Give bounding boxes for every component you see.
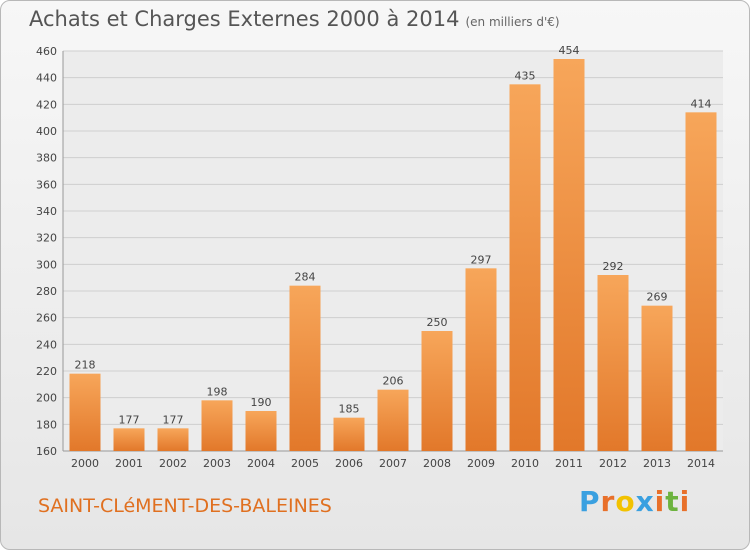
y-tick-label: 240 [36, 338, 57, 351]
bar-2014 [685, 112, 717, 451]
bar-2011 [553, 59, 585, 451]
data-label: 206 [383, 375, 404, 388]
commune-name: SAINT-CLéMENT-DES-BALEINES [38, 495, 332, 517]
y-tick-label: 280 [36, 285, 57, 298]
bar-2010 [509, 84, 541, 451]
chart-title: Achats et Charges Externes 2000 à 2014 (e… [29, 7, 560, 31]
bar-2008 [421, 331, 453, 451]
data-label: 250 [427, 316, 448, 329]
data-label: 185 [339, 403, 360, 416]
x-tick-label: 2011 [555, 457, 583, 470]
brand-letter: x [635, 485, 655, 518]
brand-letter: i [654, 485, 666, 518]
bar-2013 [641, 305, 673, 451]
x-tick-label: 2013 [643, 457, 671, 470]
y-tick-label: 400 [36, 125, 57, 138]
x-tick-label: 2000 [71, 457, 99, 470]
y-tick-label: 180 [36, 418, 57, 431]
brand-letter: r [600, 485, 616, 518]
data-label: 414 [691, 97, 712, 110]
x-tick-label: 2001 [115, 457, 143, 470]
x-tick-label: 2006 [335, 457, 363, 470]
y-tick-label: 360 [36, 178, 57, 191]
brand-letter: t [665, 485, 680, 518]
y-tick-label: 260 [36, 312, 57, 325]
y-tick-label: 460 [36, 45, 57, 58]
x-tick-label: 2003 [203, 457, 231, 470]
x-tick-label: 2012 [599, 457, 627, 470]
data-label: 190 [251, 396, 272, 409]
x-tick-label: 2007 [379, 457, 407, 470]
x-tick-label: 2008 [423, 457, 451, 470]
data-label: 198 [207, 385, 228, 398]
data-label: 435 [515, 69, 536, 82]
data-label: 177 [119, 413, 140, 426]
brand-letter: P [579, 485, 601, 518]
x-tick-label: 2010 [511, 457, 539, 470]
data-label: 292 [603, 260, 624, 273]
y-tick-label: 420 [36, 98, 57, 111]
y-tick-label: 440 [36, 72, 57, 85]
chart-title-text: Achats et Charges Externes 2000 à 2014 [29, 7, 460, 31]
bar-2007 [377, 389, 409, 451]
x-tick-label: 2005 [291, 457, 319, 470]
bar-2004 [245, 411, 277, 451]
data-label: 284 [295, 271, 316, 284]
y-tick-label: 160 [36, 445, 57, 458]
bar-2005 [289, 285, 321, 451]
data-label: 297 [471, 253, 492, 266]
brand-letter: i [679, 485, 691, 518]
y-tick-label: 380 [36, 152, 57, 165]
x-tick-label: 2009 [467, 457, 495, 470]
proxiti-logo[interactable]: Proxiti [579, 485, 690, 518]
bar-2006 [333, 417, 365, 451]
data-label: 269 [647, 291, 668, 304]
bar-2000 [69, 373, 101, 451]
x-tick-label: 2014 [687, 457, 715, 470]
y-tick-label: 220 [36, 365, 57, 378]
x-tick-label: 2002 [159, 457, 187, 470]
bar-2001 [113, 428, 145, 451]
y-tick-label: 200 [36, 392, 57, 405]
bar-2009 [465, 268, 497, 451]
y-tick-label: 320 [36, 232, 57, 245]
bar-2002 [157, 428, 189, 451]
data-label: 177 [163, 413, 184, 426]
y-tick-label: 340 [36, 205, 57, 218]
data-label: 218 [75, 359, 96, 372]
bar-2003 [201, 400, 233, 451]
y-tick-label: 300 [36, 258, 57, 271]
x-tick-label: 2004 [247, 457, 275, 470]
data-label: 454 [559, 44, 580, 57]
chart-unit: (en milliers d'€) [465, 15, 560, 29]
bar-2012 [597, 275, 629, 451]
brand-letter: o [615, 485, 636, 518]
